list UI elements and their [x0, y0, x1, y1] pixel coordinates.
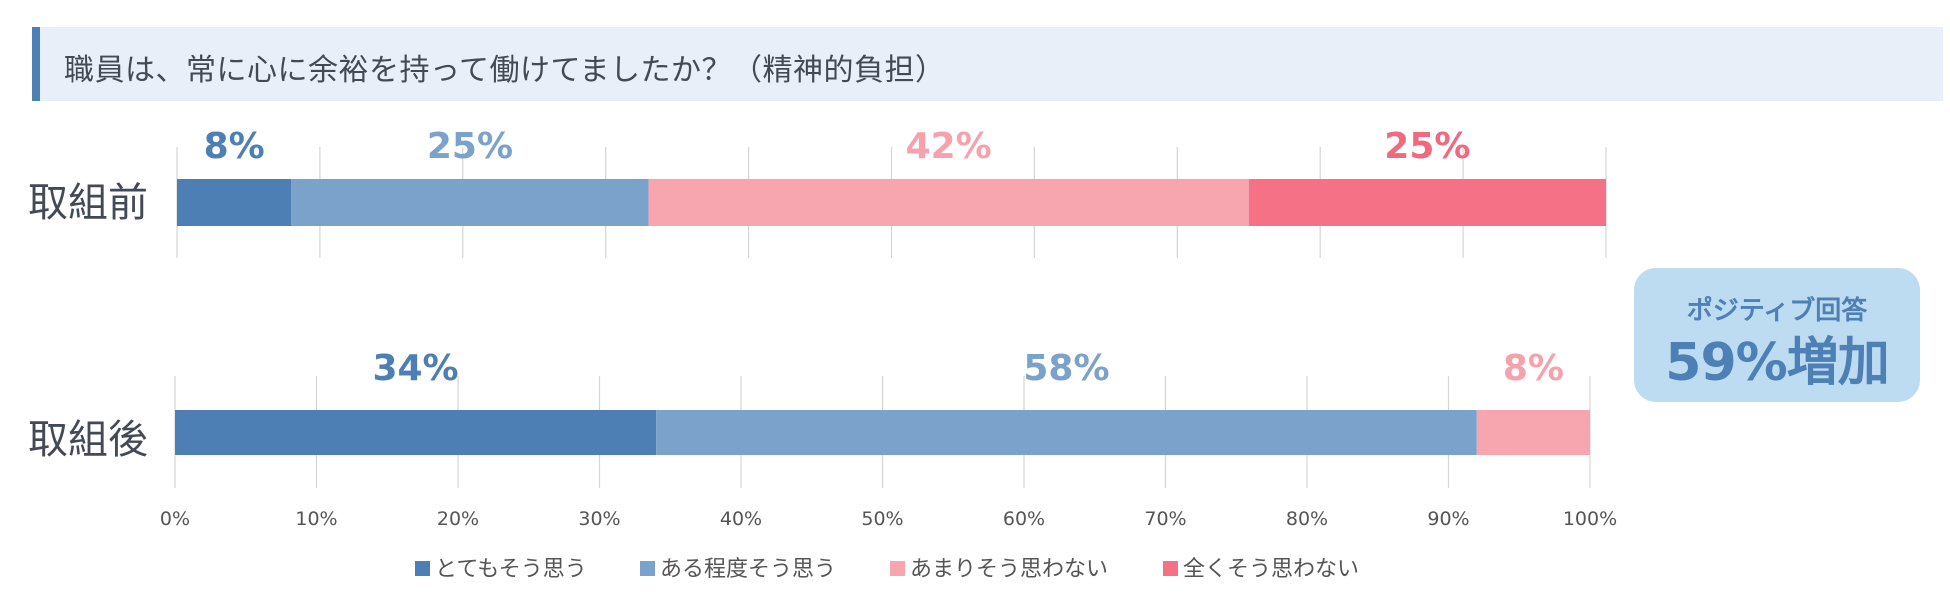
- legend-label: とてもそう思う: [435, 557, 587, 582]
- data-label: 25%: [1384, 126, 1470, 167]
- data-label: 34%: [372, 348, 458, 389]
- bar-segment: [1476, 410, 1590, 455]
- x-tick-label: 50%: [861, 508, 903, 530]
- bar-segment: [656, 410, 1477, 455]
- x-tick-label: 90%: [1427, 508, 1469, 530]
- chart-title: 職員は、常に心に余裕を持って働けてましたか？（精神的負担）: [64, 53, 946, 88]
- callout-value: 59%増加: [1665, 333, 1889, 393]
- bar-segment: [177, 179, 292, 226]
- x-tick-label: 10%: [295, 508, 337, 530]
- category-label: 取組後: [28, 417, 148, 463]
- bar-segment: [1248, 179, 1606, 226]
- data-label: 8%: [204, 126, 265, 167]
- x-tick-label: 20%: [437, 508, 479, 530]
- x-tick-label: 40%: [720, 508, 762, 530]
- category-label: 取組前: [28, 180, 148, 226]
- legend-swatch: [415, 561, 430, 576]
- chart-title-bar: 職員は、常に心に余裕を持って働けてましたか？（精神的負担）: [32, 27, 1943, 101]
- x-tick-label: 100%: [1563, 508, 1617, 530]
- data-label: 8%: [1503, 348, 1564, 389]
- legend-swatch: [890, 561, 905, 576]
- x-tick-label: 80%: [1286, 508, 1328, 530]
- legend-label: 全くそう思わない: [1183, 557, 1359, 582]
- legend-swatch: [1163, 561, 1178, 576]
- x-tick-label: 30%: [578, 508, 620, 530]
- x-tick-label: 0%: [160, 508, 190, 530]
- bar-segment: [291, 179, 649, 226]
- data-label: 42%: [906, 126, 992, 167]
- legend-label: ある程度そう思う: [660, 557, 836, 582]
- bar-segment: [648, 179, 1249, 226]
- callout-subtitle: ポジティブ回答: [1686, 296, 1868, 326]
- x-tick-label: 70%: [1144, 508, 1186, 530]
- positive-increase-callout: ポジティブ回答 59%増加: [1634, 268, 1920, 402]
- bar-segment: [175, 410, 657, 455]
- data-label: 58%: [1023, 348, 1109, 389]
- data-label: 25%: [427, 126, 513, 167]
- x-tick-label: 60%: [1003, 508, 1045, 530]
- legend-label: あまりそう思わない: [910, 557, 1108, 582]
- legend-swatch: [640, 561, 655, 576]
